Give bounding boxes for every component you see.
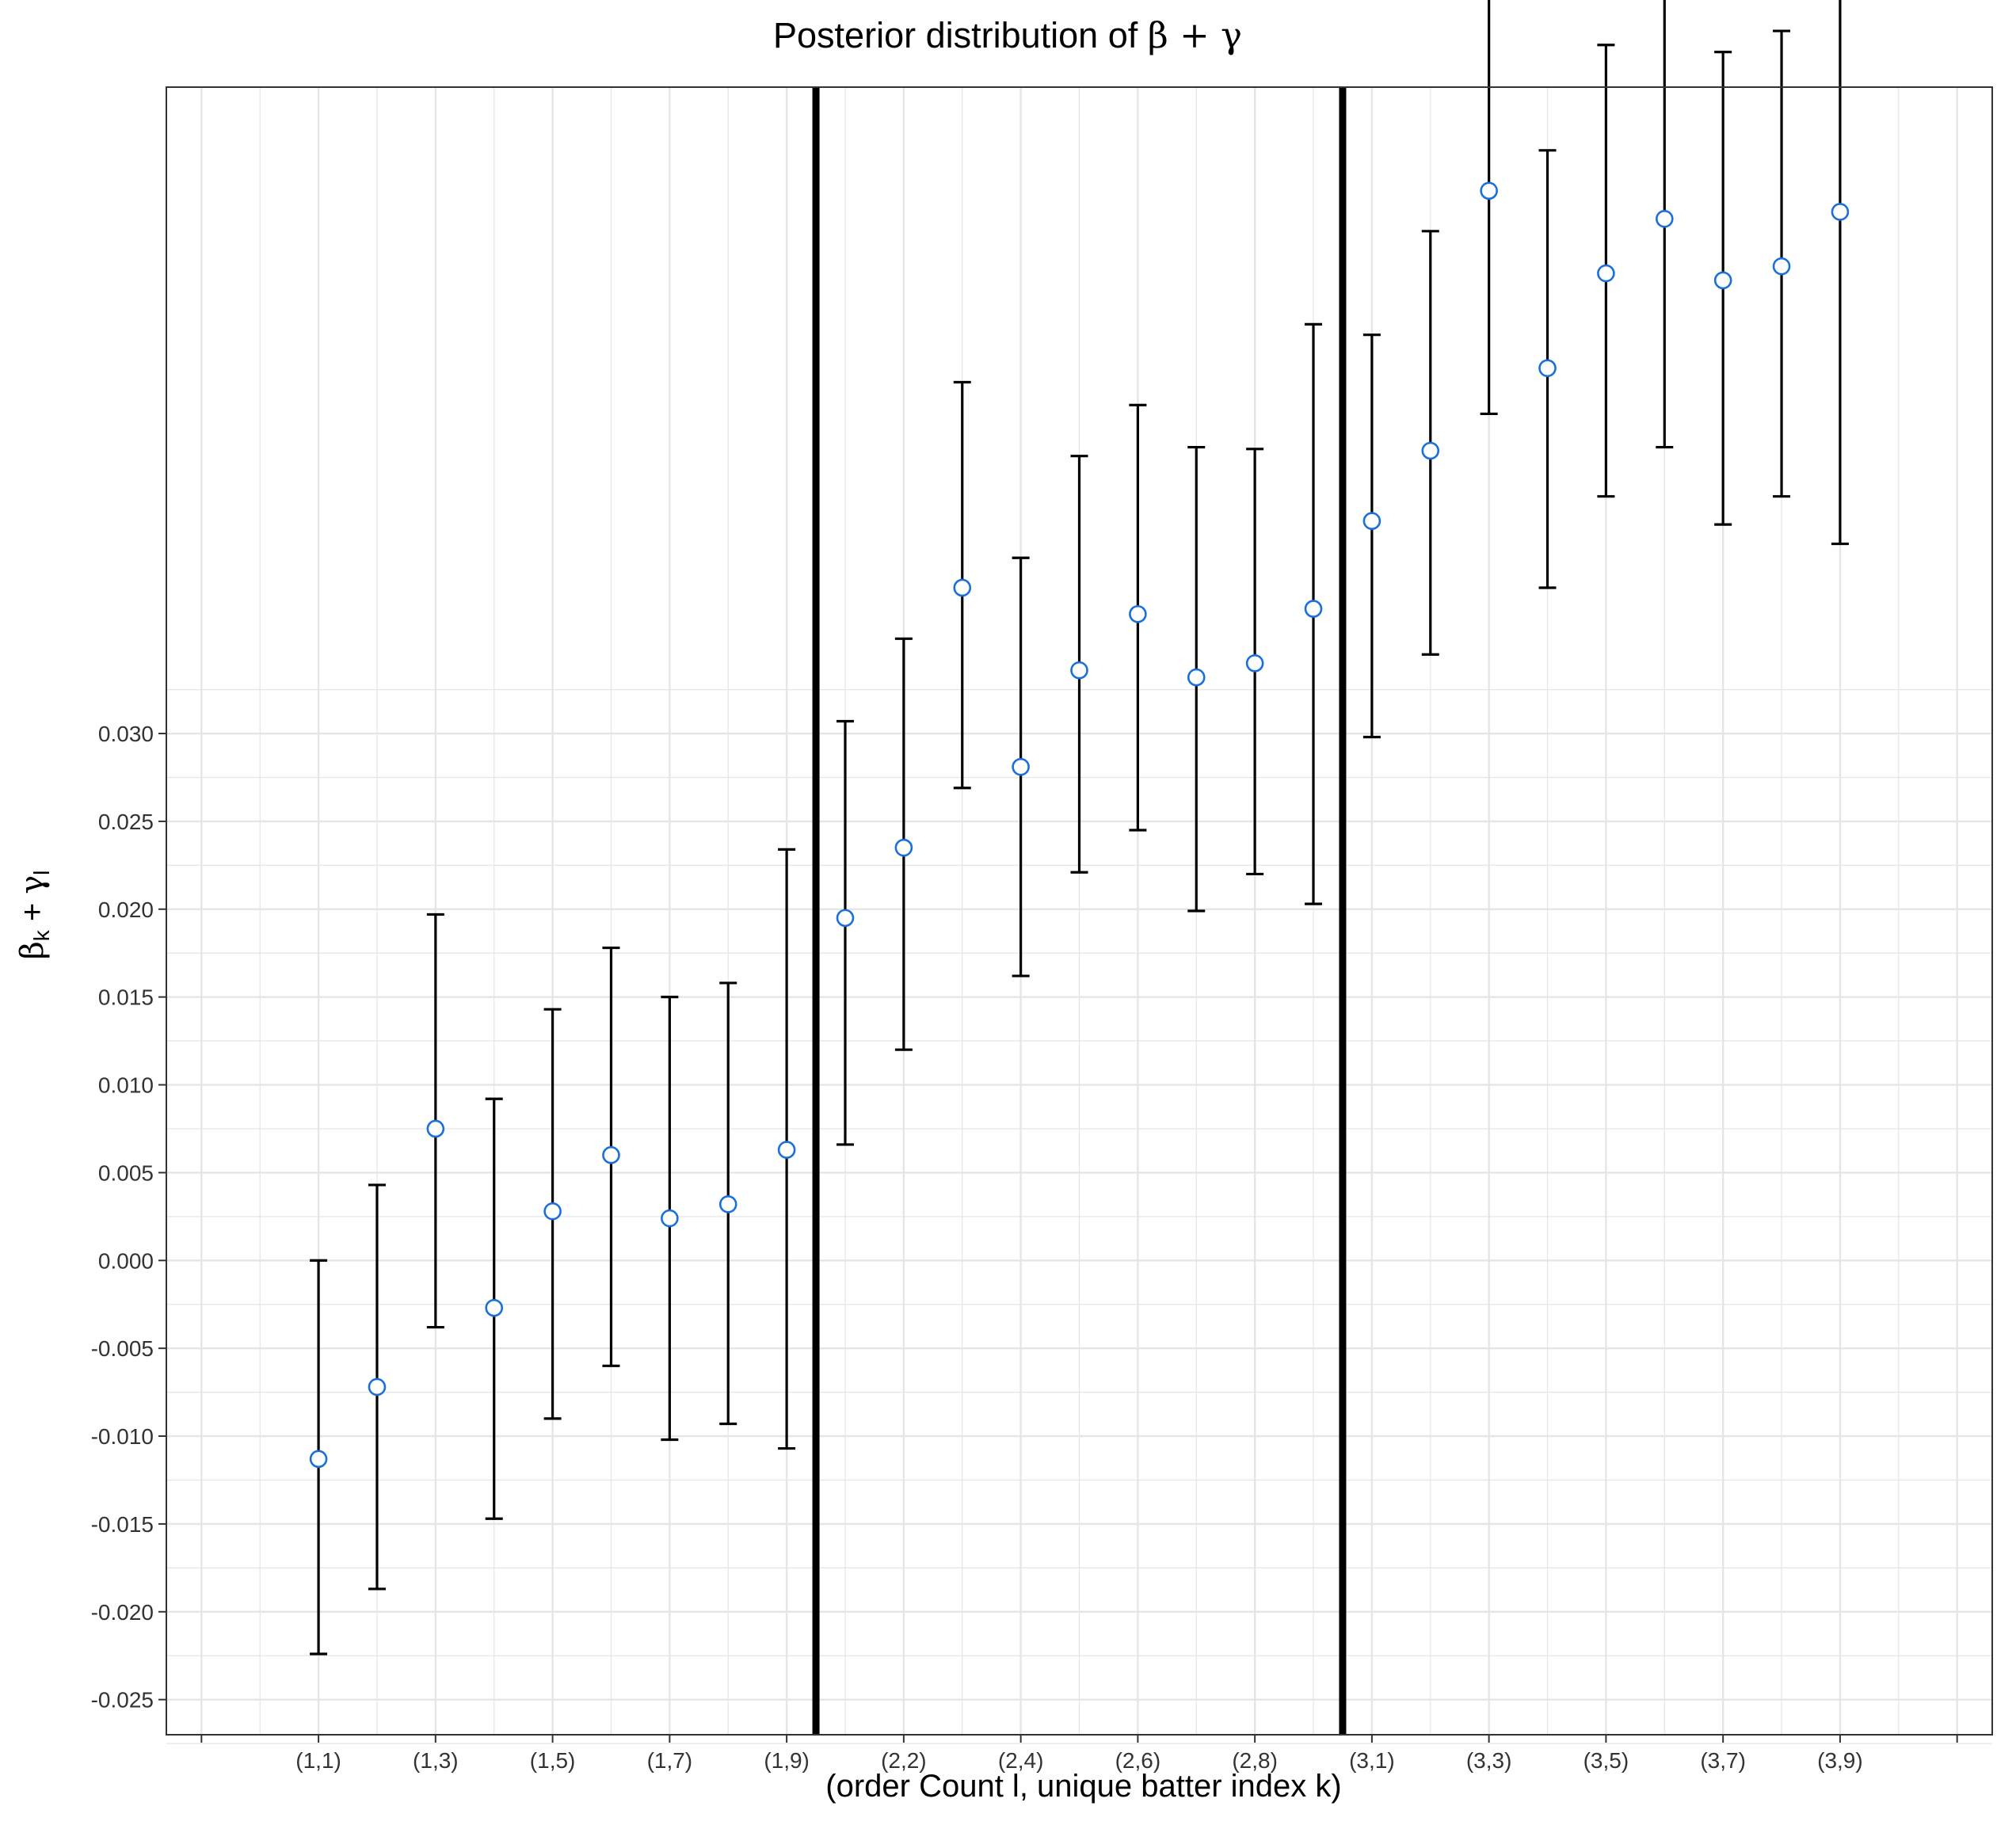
mean-point (894, 838, 913, 857)
x-tick-label: (2,8) (1232, 1748, 1278, 1773)
mean-point (1070, 661, 1088, 680)
y-axis-ticks: 0.030 0.025 0.020 0.015 0.010 0.005 0.000 -0.00… (91, 722, 166, 1713)
mean-point (1245, 654, 1264, 673)
mean-point (1831, 203, 1850, 221)
x-tick-label: (3,3) (1466, 1748, 1512, 1773)
mean-point (953, 578, 972, 597)
y-tick-label: -0.020 (91, 1600, 154, 1625)
mean-point (1538, 359, 1557, 378)
mean-point (1597, 264, 1615, 283)
x-tick-label: (3,5) (1583, 1748, 1629, 1773)
mean-point (836, 909, 855, 928)
y-title-gamma-sub: l (29, 871, 54, 875)
y-tick-label: 0.010 (98, 1073, 154, 1098)
y-tick-label: 0.000 (98, 1248, 154, 1273)
mean-point (426, 1119, 445, 1138)
mean-point (1362, 512, 1381, 531)
y-tick-label: 0.005 (98, 1160, 154, 1185)
x-tick-label: (1,1) (295, 1748, 341, 1773)
y-title-gamma: γ (14, 875, 51, 894)
y-tick-label: -0.005 (91, 1336, 154, 1361)
y-tick-label: 0.020 (98, 897, 154, 922)
plot-panel-border (166, 86, 1993, 1736)
mean-point (543, 1202, 562, 1221)
mean-point (602, 1145, 620, 1164)
x-tick-label: (1,3) (413, 1748, 459, 1773)
x-tick-label: (3,7) (1700, 1748, 1746, 1773)
mean-point (368, 1377, 387, 1396)
y-tick-label: -0.010 (91, 1424, 154, 1449)
mean-point (661, 1209, 679, 1228)
y-tick-label: 0.015 (98, 985, 154, 1010)
y-title-plus: + (15, 894, 50, 931)
mean-point (1129, 604, 1147, 623)
mean-point (1655, 210, 1674, 228)
mean-point (718, 1195, 737, 1214)
mean-point (1187, 668, 1206, 687)
x-tick-label: (2,4) (998, 1748, 1044, 1773)
y-title-beta-sub: k (29, 929, 54, 941)
x-tick-label: (3,1) (1349, 1748, 1395, 1773)
x-axis-ticks: (1,1) (1,3) (1,5) (1,7) (1,9) (2,2) (2,4) (2,6)… (200, 1735, 1958, 1773)
mean-point (1421, 441, 1440, 460)
mean-point (1304, 600, 1323, 618)
x-tick-label: (1,7) (647, 1748, 693, 1773)
mean-point (309, 1450, 328, 1469)
y-tick-label: -0.015 (91, 1512, 154, 1537)
chart-title: Posterior distribution of β + γ (773, 14, 1242, 56)
group-separators (812, 87, 1347, 1735)
y-axis-title: βk + γl (14, 871, 54, 960)
x-tick-label: (1,9) (764, 1748, 810, 1773)
chart-title-text: Posterior distribution of (773, 15, 1148, 55)
chart-title-math: β + γ (1148, 14, 1242, 56)
mean-point (1772, 257, 1791, 276)
mean-point (777, 1141, 796, 1159)
mean-point (1480, 181, 1498, 200)
x-tick-label: (3,9) (1817, 1748, 1863, 1773)
y-title-beta: β (14, 941, 51, 959)
mean-points (309, 181, 1850, 1469)
y-tick-label: 0.025 (98, 810, 154, 834)
x-tick-label: (2,2) (881, 1748, 927, 1773)
y-tick-label: -0.025 (91, 1688, 154, 1713)
x-tick-label: (1,5) (530, 1748, 576, 1773)
mean-point (485, 1298, 504, 1317)
x-axis-title: (order Count l, unique batter index k) (825, 1769, 1341, 1804)
x-tick-label: (2,6) (1115, 1748, 1161, 1773)
y-tick-label: 0.030 (98, 722, 154, 746)
mean-point (1012, 757, 1030, 776)
mean-point (1713, 271, 1732, 290)
